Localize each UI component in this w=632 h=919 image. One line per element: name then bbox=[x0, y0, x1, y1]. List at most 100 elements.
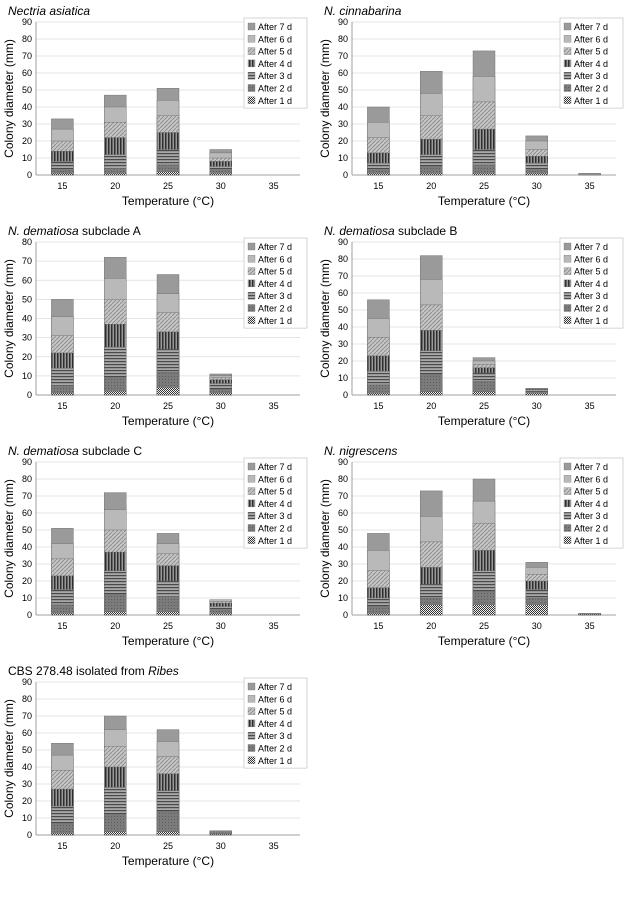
x-tick-label: 35 bbox=[269, 841, 279, 851]
legend-label: After 6 d bbox=[574, 34, 608, 44]
legend-swatch bbox=[563, 462, 572, 471]
x-axis-label: Temperature (°C) bbox=[122, 194, 214, 208]
legend: After 7 d After 6 d After 5 d After 4 d Afte… bbox=[243, 457, 308, 549]
y-tick-label: 40 bbox=[338, 102, 348, 112]
y-tick-label: 20 bbox=[338, 576, 348, 586]
y-tick-label: 80 bbox=[22, 474, 32, 484]
x-tick-label: 25 bbox=[479, 181, 489, 191]
legend: After 7 d After 6 d After 5 d After 4 d Afte… bbox=[559, 457, 624, 549]
x-tick-label: 20 bbox=[426, 181, 436, 191]
legend-swatch bbox=[563, 536, 572, 544]
legend-label: After 3 d bbox=[574, 511, 608, 521]
legend-swatch bbox=[247, 719, 256, 728]
x-tick-label: 35 bbox=[269, 621, 279, 631]
legend-swatch bbox=[563, 242, 572, 251]
legend-swatch bbox=[247, 96, 256, 104]
y-tick-label: 40 bbox=[22, 542, 32, 552]
bar-segment bbox=[156, 171, 180, 176]
legend-swatch bbox=[247, 255, 256, 263]
x-tick-label: 30 bbox=[216, 401, 226, 411]
legend-label: After 3 d bbox=[258, 71, 292, 81]
legend-swatch bbox=[247, 744, 256, 752]
y-tick-label: 0 bbox=[343, 390, 348, 400]
y-tick-label: 40 bbox=[22, 102, 32, 112]
y-tick-label: 80 bbox=[22, 34, 32, 44]
legend-label: After 4 d bbox=[258, 719, 292, 729]
x-tick-label: 20 bbox=[426, 401, 436, 411]
y-tick-label: 10 bbox=[22, 813, 32, 823]
chart-panel: N. dematiosa subclade C 0 10 20 30 40 50 60 70 80… bbox=[0, 440, 316, 665]
legend-swatch bbox=[563, 22, 572, 31]
x-tick-label: 15 bbox=[57, 401, 67, 411]
y-tick-label: 70 bbox=[22, 711, 32, 721]
legend-label: After 5 d bbox=[574, 47, 608, 57]
y-tick-label: 80 bbox=[22, 694, 32, 704]
legend-label: After 6 d bbox=[258, 474, 292, 484]
legend-swatch bbox=[247, 84, 256, 92]
bar-segment bbox=[209, 613, 233, 616]
legend-swatch bbox=[563, 59, 572, 68]
y-tick-label: 50 bbox=[22, 294, 32, 304]
chart-svg: N. dematiosa subclade C 0 10 20 30 40 50 60 70 80… bbox=[2, 444, 308, 648]
x-tick-label: 15 bbox=[57, 621, 67, 631]
y-tick-label: 0 bbox=[27, 610, 32, 620]
x-tick-label: 25 bbox=[479, 401, 489, 411]
bar-segment bbox=[419, 391, 443, 396]
legend-label: After 6 d bbox=[574, 254, 608, 264]
legend-swatch bbox=[247, 242, 256, 251]
y-axis-label: Colony diameter (mm) bbox=[318, 259, 332, 378]
legend: After 7 d After 6 d After 5 d After 4 d Afte… bbox=[559, 237, 624, 329]
x-axis-label: Temperature (°C) bbox=[438, 634, 530, 648]
legend-label: After 2 d bbox=[258, 744, 292, 754]
y-tick-label: 60 bbox=[338, 288, 348, 298]
legend-swatch bbox=[247, 72, 256, 80]
y-tick-label: 30 bbox=[22, 333, 32, 343]
legend-label: After 2 d bbox=[574, 84, 608, 94]
y-axis-label: Colony diameter (mm) bbox=[2, 479, 16, 598]
y-tick-label: 70 bbox=[338, 271, 348, 281]
bar-segment bbox=[51, 392, 74, 396]
x-axis-label: Temperature (°C) bbox=[122, 414, 214, 428]
x-tick-label: 35 bbox=[585, 401, 595, 411]
bar-segment bbox=[209, 173, 233, 176]
x-tick-label: 30 bbox=[216, 181, 226, 191]
legend-swatch bbox=[247, 47, 256, 55]
bar-segment bbox=[578, 613, 601, 616]
y-tick-label: 10 bbox=[338, 153, 348, 163]
bar-segment bbox=[472, 391, 496, 396]
x-tick-label: 15 bbox=[57, 181, 67, 191]
legend-label: After 5 d bbox=[258, 267, 292, 277]
chart-title: N. dematiosa subclade C bbox=[8, 444, 142, 458]
x-tick-label: 20 bbox=[110, 401, 120, 411]
legend-label: After 6 d bbox=[258, 694, 292, 704]
bar-segment bbox=[472, 604, 496, 616]
y-axis-label: Colony diameter (mm) bbox=[318, 39, 332, 158]
legend-label: After 7 d bbox=[258, 242, 292, 252]
y-tick-label: 10 bbox=[22, 593, 32, 603]
legend-swatch bbox=[563, 499, 572, 508]
x-tick-label: 15 bbox=[57, 841, 67, 851]
bar-segment bbox=[525, 604, 549, 616]
legend-swatch bbox=[563, 84, 572, 92]
legend-swatch bbox=[563, 267, 572, 275]
legend-swatch bbox=[563, 255, 572, 263]
legend-label: After 2 d bbox=[258, 524, 292, 534]
legend-swatch bbox=[247, 524, 256, 532]
legend-swatch bbox=[247, 292, 256, 300]
y-tick-label: 30 bbox=[22, 119, 32, 129]
chart-title: CBS 278.48 isolated from Ribes bbox=[8, 664, 179, 678]
y-tick-label: 30 bbox=[22, 559, 32, 569]
y-tick-label: 60 bbox=[338, 68, 348, 78]
bar-segment bbox=[367, 613, 390, 616]
y-tick-label: 40 bbox=[338, 542, 348, 552]
y-tick-label: 60 bbox=[22, 275, 32, 285]
legend-label: After 1 d bbox=[574, 96, 608, 106]
x-tick-label: 20 bbox=[110, 621, 120, 631]
x-tick-label: 35 bbox=[269, 181, 279, 191]
legend-swatch bbox=[563, 512, 572, 520]
legend-label: After 4 d bbox=[258, 499, 292, 509]
y-tick-label: 90 bbox=[338, 17, 348, 27]
y-tick-label: 30 bbox=[22, 779, 32, 789]
y-tick-label: 0 bbox=[343, 610, 348, 620]
y-tick-label: 0 bbox=[27, 830, 32, 840]
